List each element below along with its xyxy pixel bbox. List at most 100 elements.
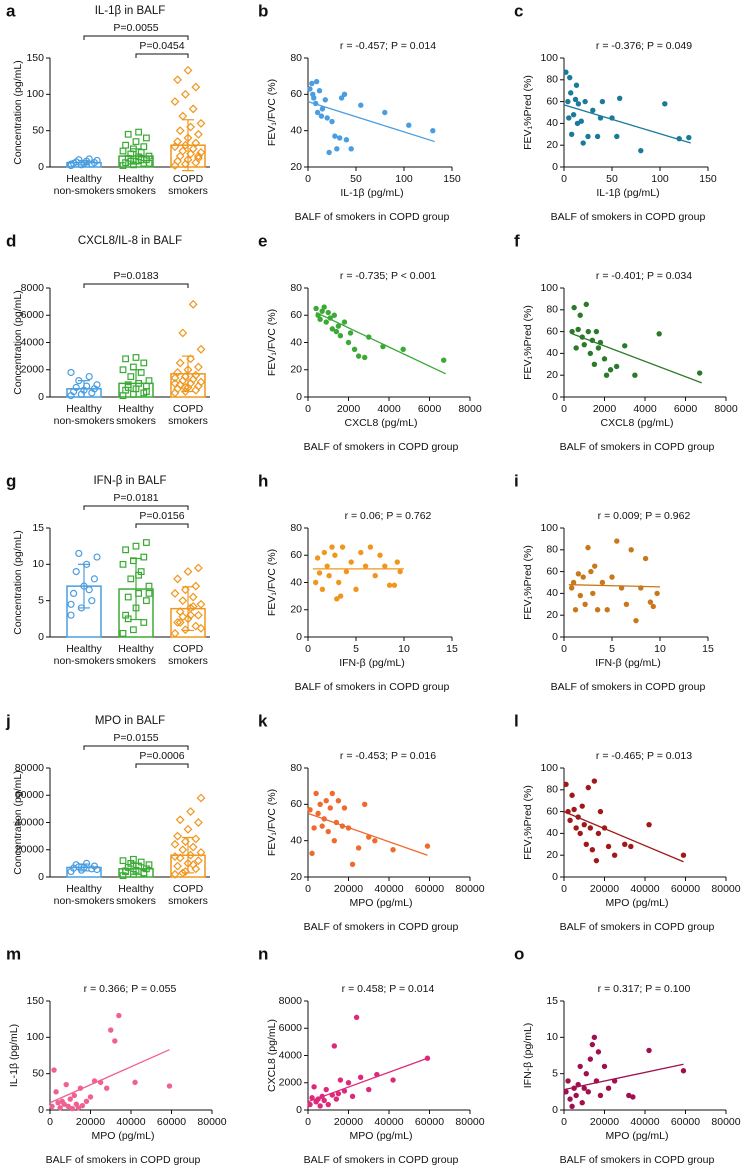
data-point bbox=[178, 146, 188, 156]
x-tick-label: 0 bbox=[47, 1116, 53, 1128]
data-point bbox=[311, 825, 317, 831]
significance-bracket bbox=[135, 53, 189, 58]
data-point bbox=[632, 372, 638, 378]
y-axis-label: FEV₁/FVC (%) bbox=[266, 309, 278, 376]
data-point bbox=[325, 309, 331, 316]
data-point bbox=[597, 808, 604, 815]
data-point bbox=[588, 568, 594, 575]
data-point bbox=[611, 852, 618, 858]
data-point bbox=[583, 841, 589, 847]
x-tick-label: 80000 bbox=[455, 1116, 484, 1128]
y-axis-label: IL-1β (pg/mL) bbox=[8, 1024, 20, 1087]
y-tick-label: 100 bbox=[540, 282, 558, 294]
error-bar bbox=[182, 586, 194, 632]
y-tick-label: 80 bbox=[290, 762, 302, 774]
data-point bbox=[336, 135, 343, 141]
data-point bbox=[573, 345, 579, 351]
data-point bbox=[170, 373, 180, 383]
data-point bbox=[680, 852, 687, 858]
y-tick-label: 0 bbox=[296, 1104, 302, 1116]
data-point bbox=[614, 133, 620, 140]
y-axis-label: FEV₁%Pred (%) bbox=[522, 75, 534, 150]
data-point bbox=[196, 623, 206, 633]
data-point bbox=[656, 331, 662, 337]
data-point bbox=[178, 111, 188, 121]
data-point bbox=[85, 586, 93, 594]
panel-letter: m bbox=[6, 944, 21, 963]
data-point bbox=[140, 619, 148, 626]
data-point bbox=[332, 133, 338, 139]
y-tick-label: 20 bbox=[290, 364, 302, 376]
x-tick-label: 10 bbox=[654, 643, 666, 655]
x-tick-label: 50 bbox=[350, 173, 362, 185]
x-tick-label: 40000 bbox=[374, 1116, 403, 1128]
data-point bbox=[566, 115, 572, 121]
data-point bbox=[628, 547, 634, 553]
data-point bbox=[124, 615, 132, 623]
data-point bbox=[193, 362, 203, 372]
data-point bbox=[315, 810, 321, 817]
x-tick-label: 0 bbox=[305, 643, 311, 655]
data-point bbox=[585, 1089, 591, 1095]
data-point bbox=[333, 328, 340, 335]
y-tick-label: 0 bbox=[38, 161, 44, 173]
data-point bbox=[577, 312, 583, 318]
panel-letter: d bbox=[6, 231, 16, 250]
x-tick-label: 40000 bbox=[374, 883, 403, 895]
data-point bbox=[317, 801, 323, 808]
data-point bbox=[119, 857, 127, 865]
x-axis-label: MPO (pg/mL) bbox=[605, 897, 668, 909]
data-point bbox=[75, 1105, 82, 1111]
data-point bbox=[638, 147, 644, 154]
data-point bbox=[65, 1103, 71, 1110]
data-point bbox=[90, 575, 99, 583]
x-axis-label: MPO (pg/mL) bbox=[349, 897, 412, 909]
data-point bbox=[93, 381, 101, 389]
data-point bbox=[196, 793, 206, 803]
data-point bbox=[599, 98, 606, 105]
data-point bbox=[88, 597, 96, 605]
data-point bbox=[337, 332, 344, 339]
data-point bbox=[394, 559, 400, 565]
data-point bbox=[71, 1092, 78, 1099]
x-tick-label: smokers bbox=[116, 655, 156, 667]
x-tick-label: 0 bbox=[561, 1116, 567, 1128]
data-point bbox=[406, 122, 412, 128]
data-point bbox=[127, 157, 135, 165]
x-axis-label: MPO (pg/mL) bbox=[349, 1130, 412, 1142]
x-tick-label: 6000 bbox=[418, 403, 442, 415]
error-bar bbox=[130, 862, 142, 875]
data-point bbox=[595, 345, 602, 351]
y-tick-label: 100 bbox=[540, 52, 558, 64]
y-tick-label: 80 bbox=[546, 544, 558, 556]
data-point bbox=[362, 354, 368, 361]
data-point bbox=[67, 600, 75, 608]
footer: BALF of smokers in COPD group bbox=[560, 441, 715, 453]
significance-bracket bbox=[135, 523, 189, 528]
data-point bbox=[69, 1105, 75, 1112]
x-tick-label: 50 bbox=[606, 173, 618, 185]
data-point bbox=[603, 372, 610, 378]
data-point bbox=[351, 346, 358, 353]
data-point bbox=[585, 544, 591, 551]
x-tick-label: 40000 bbox=[630, 1116, 659, 1128]
data-point bbox=[581, 821, 587, 828]
data-point bbox=[193, 818, 203, 827]
data-point bbox=[642, 555, 649, 562]
data-point bbox=[140, 359, 148, 367]
data-point bbox=[137, 858, 145, 866]
data-point bbox=[145, 377, 153, 385]
panel-title: IL-1β in BALF bbox=[95, 5, 166, 17]
data-point bbox=[594, 607, 601, 613]
data-point bbox=[334, 146, 340, 152]
p-value: P=0.0155 bbox=[113, 732, 158, 744]
annotation: r = 0.366; P = 0.055 bbox=[84, 983, 177, 995]
y-tick-label: 60 bbox=[546, 95, 558, 107]
fit-line bbox=[315, 311, 446, 375]
data-point bbox=[580, 574, 586, 580]
data-point bbox=[633, 617, 639, 624]
data-point bbox=[335, 798, 342, 804]
data-point bbox=[338, 95, 345, 101]
data-point bbox=[575, 571, 582, 577]
y-tick-label: 5 bbox=[38, 594, 44, 606]
